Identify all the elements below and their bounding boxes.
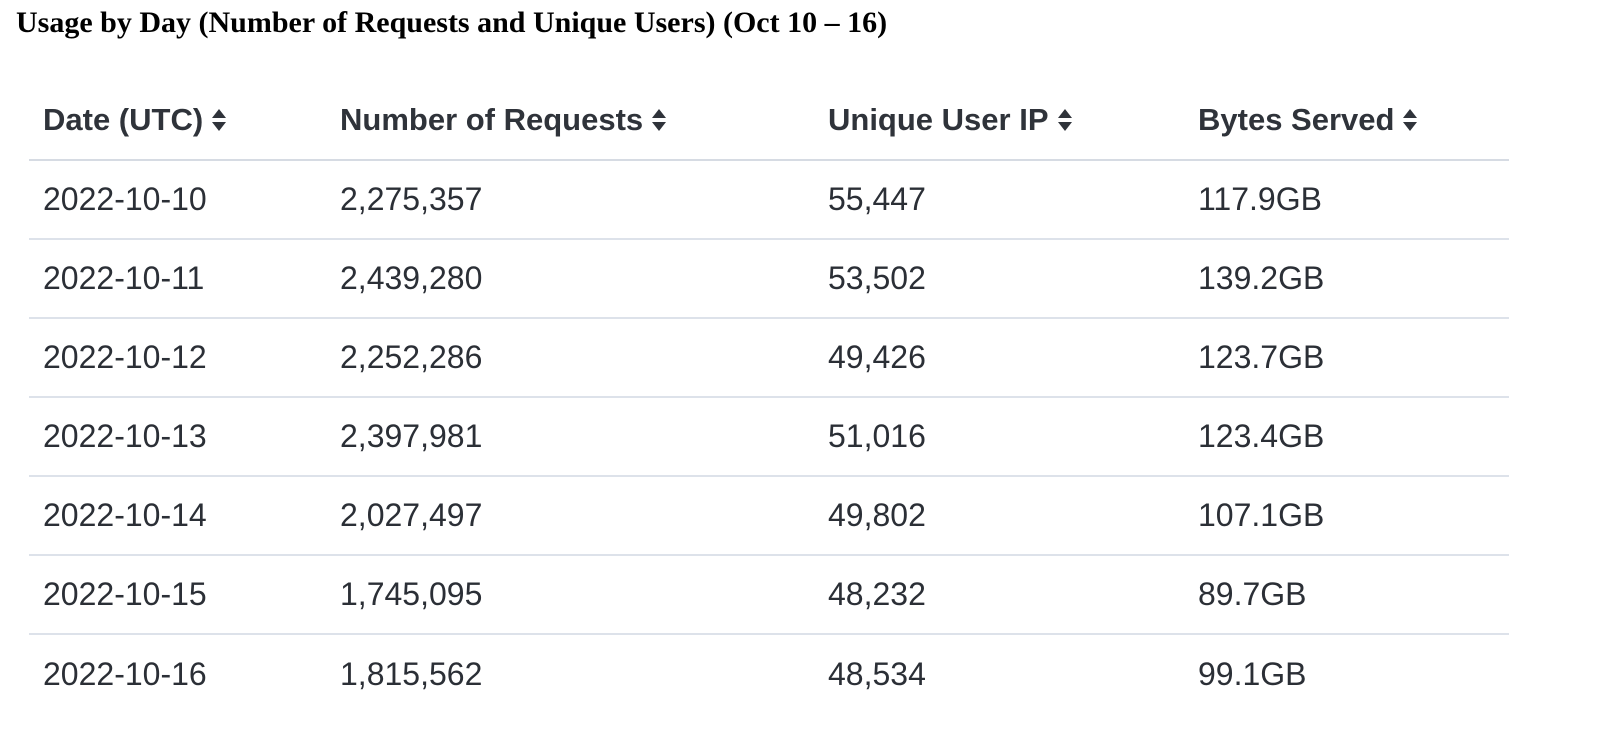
cell-bytes: 107.1GB (1198, 497, 1325, 533)
cell-date: 2022-10-13 (43, 418, 207, 454)
table-row: 2022-10-12 2,252,286 49,426 123.7GB (29, 318, 1509, 397)
cell-date: 2022-10-14 (43, 497, 207, 533)
cell-bytes: 117.9GB (1198, 181, 1322, 217)
cell-unique-ip: 48,534 (828, 655, 926, 692)
cell-requests: 2,439,280 (340, 260, 483, 296)
table-header-row: Date (UTC) Number of Requests (29, 80, 1509, 161)
cell-unique-ip: 49,426 (828, 339, 926, 375)
cell-requests: 2,275,357 (340, 181, 483, 217)
column-header-date[interactable]: Date (UTC) (29, 80, 326, 161)
cell-date: 2022-10-15 (43, 576, 207, 612)
table-row: 2022-10-15 1,745,095 48,232 89.7GB (29, 555, 1509, 634)
cell-requests: 2,027,497 (340, 497, 483, 533)
cell-requests: 1,815,562 (340, 655, 483, 692)
column-header-bytes[interactable]: Bytes Served (1184, 80, 1509, 161)
sort-updown-icon[interactable] (1057, 107, 1073, 133)
column-header-unique-ip[interactable]: Unique User IP (814, 80, 1184, 161)
cell-date: 2022-10-12 (43, 339, 207, 375)
table-row: 2022-10-13 2,397,981 51,016 123.4GB (29, 397, 1509, 476)
table-row: 2022-10-16 1,815,562 48,534 99.1GB (29, 634, 1509, 713)
cell-unique-ip: 48,232 (828, 576, 926, 612)
column-header-label: Date (UTC) (43, 101, 204, 137)
sort-updown-icon[interactable] (651, 107, 667, 133)
sort-updown-icon[interactable] (1402, 107, 1418, 133)
cell-requests: 2,397,981 (340, 418, 483, 454)
cell-bytes: 123.4GB (1198, 418, 1325, 454)
table-header: Date (UTC) Number of Requests (29, 80, 1509, 161)
cell-requests: 1,745,095 (340, 576, 483, 612)
cell-requests: 2,252,286 (340, 339, 483, 375)
cell-unique-ip: 55,447 (828, 181, 926, 217)
table-row: 2022-10-10 2,275,357 55,447 117.9GB (29, 160, 1509, 239)
cell-date: 2022-10-10 (43, 181, 207, 217)
cell-unique-ip: 51,016 (828, 418, 926, 454)
cell-bytes: 139.2GB (1198, 260, 1325, 296)
cell-bytes: 99.1GB (1198, 655, 1307, 692)
table-body: 2022-10-10 2,275,357 55,447 117.9GB 2022… (29, 160, 1509, 713)
column-header-label: Bytes Served (1198, 101, 1395, 137)
usage-table: Date (UTC) Number of Requests (29, 80, 1509, 713)
column-header-requests[interactable]: Number of Requests (326, 80, 814, 161)
sort-updown-icon[interactable] (211, 107, 227, 133)
column-header-label: Number of Requests (340, 101, 644, 137)
cell-date: 2022-10-16 (43, 655, 207, 692)
cell-bytes: 89.7GB (1198, 576, 1307, 612)
usage-table-container: Date (UTC) Number of Requests (29, 80, 1509, 713)
column-header-label: Unique User IP (828, 101, 1049, 137)
cell-bytes: 123.7GB (1198, 339, 1325, 375)
cell-unique-ip: 49,802 (828, 497, 926, 533)
table-row: 2022-10-11 2,439,280 53,502 139.2GB (29, 239, 1509, 318)
cell-unique-ip: 53,502 (828, 260, 926, 296)
page-title: Usage by Day (Number of Requests and Uni… (16, 6, 888, 39)
cell-date: 2022-10-11 (43, 260, 205, 296)
table-row: 2022-10-14 2,027,497 49,802 107.1GB (29, 476, 1509, 555)
